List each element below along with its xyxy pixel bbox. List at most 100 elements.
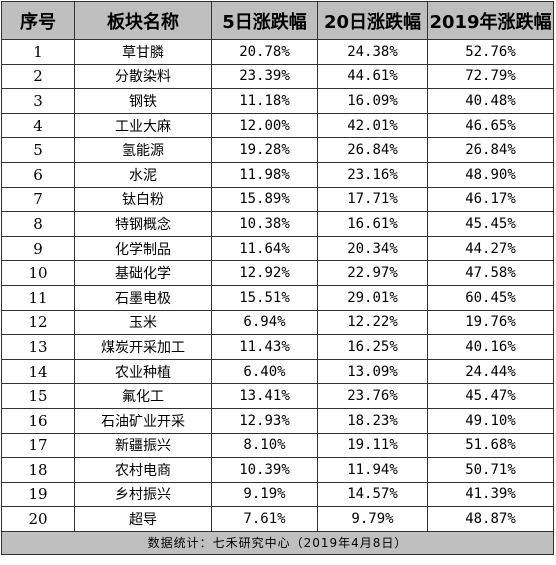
cell-20day-change: 44.61% (317, 63, 428, 90)
cell-seq: 12 (1, 309, 75, 336)
cell-20day-change: 23.16% (317, 161, 428, 188)
cell-5day-change: 15.89% (211, 186, 318, 213)
cell-2019-change: 24.44% (427, 358, 554, 385)
cell-20day-change: 12.22% (317, 309, 428, 336)
source-note: 数据统计：七禾研究中心（2019年4月8日） (1, 530, 554, 555)
cell-2019-change: 44.27% (427, 235, 554, 262)
table-container: 序号 板块名称 5日涨跌幅 20日涨跌幅 2019年涨跌幅 1 草甘膦 20.78%… (1, 1, 554, 555)
cell-2019-change: 19.76% (427, 309, 554, 336)
table-row: 11 石墨电极 15.51% 29.01% 60.45% (1, 284, 554, 311)
cell-5day-change: 12.92% (211, 260, 318, 286)
cell-2019-change: 48.87% (427, 506, 554, 532)
cell-2019-change: 45.45% (427, 211, 554, 237)
cell-seq: 1 (1, 39, 75, 65)
cell-sector-name: 分散染料 (74, 63, 212, 90)
header-2019-change: 2019年涨跌幅 (427, 1, 554, 40)
cell-sector-name: 石墨电极 (74, 284, 212, 311)
cell-5day-change: 23.39% (211, 63, 318, 90)
table-body: 1 草甘膦 20.78% 24.38% 52.76% 2 分散染料 23.39% 44.61% 7… (1, 39, 554, 532)
cell-2019-change: 52.76% (427, 39, 554, 65)
table-row: 3 钢铁 11.18% 16.09% 40.48% (1, 88, 554, 114)
table-row: 9 化学制品 11.64% 20.34% 44.27% (1, 235, 554, 262)
header-seq: 序号 (1, 1, 75, 40)
table-row: 13 煤炭开采加工 11.43% 16.25% 40.16% (1, 334, 554, 360)
table-row: 7 钛白粉 15.89% 17.71% 46.17% (1, 186, 554, 213)
cell-5day-change: 12.00% (211, 112, 318, 139)
cell-2019-change: 60.45% (427, 284, 554, 311)
cell-seq: 4 (1, 112, 75, 139)
cell-20day-change: 22.97% (317, 260, 428, 286)
cell-seq: 15 (1, 383, 75, 409)
cell-seq: 9 (1, 235, 75, 262)
cell-2019-change: 40.48% (427, 88, 554, 114)
cell-5day-change: 19.28% (211, 137, 318, 163)
cell-sector-name: 钢铁 (74, 88, 212, 114)
cell-sector-name: 新疆振兴 (74, 432, 212, 459)
cell-20day-change: 23.76% (317, 383, 428, 409)
cell-sector-name: 氟化工 (74, 383, 212, 409)
cell-5day-change: 8.10% (211, 432, 318, 459)
cell-20day-change: 24.38% (317, 39, 428, 65)
cell-2019-change: 48.90% (427, 161, 554, 188)
cell-20day-change: 17.71% (317, 186, 428, 213)
cell-sector-name: 工业大麻 (74, 112, 212, 139)
table-row: 14 农业种植 6.40% 13.09% 24.44% (1, 358, 554, 385)
cell-2019-change: 46.17% (427, 186, 554, 213)
cell-2019-change: 50.71% (427, 457, 554, 483)
cell-seq: 8 (1, 211, 75, 237)
cell-sector-name: 石油矿业开采 (74, 407, 212, 434)
header-sector-name: 板块名称 (74, 1, 212, 40)
cell-sector-name: 氢能源 (74, 137, 212, 163)
cell-seq: 3 (1, 88, 75, 114)
cell-20day-change: 26.84% (317, 137, 428, 163)
cell-2019-change: 72.79% (427, 63, 554, 90)
cell-20day-change: 18.23% (317, 407, 428, 434)
table-row: 15 氟化工 13.41% 23.76% 45.47% (1, 383, 554, 409)
cell-5day-change: 7.61% (211, 506, 318, 532)
table-row: 16 石油矿业开采 12.93% 18.23% 49.10% (1, 407, 554, 434)
cell-sector-name: 玉米 (74, 309, 212, 336)
table-row: 2 分散染料 23.39% 44.61% 72.79% (1, 63, 554, 90)
cell-5day-change: 11.43% (211, 334, 318, 360)
table-row: 10 基础化学 12.92% 22.97% 47.58% (1, 260, 554, 286)
header-20day-change: 20日涨跌幅 (317, 1, 428, 40)
cell-seq: 5 (1, 137, 75, 163)
table-row: 1 草甘膦 20.78% 24.38% 52.76% (1, 39, 554, 65)
header-5day-change: 5日涨跌幅 (211, 1, 318, 40)
table-row: 12 玉米 6.94% 12.22% 19.76% (1, 309, 554, 336)
cell-20day-change: 14.57% (317, 481, 428, 508)
cell-seq: 11 (1, 284, 75, 311)
cell-2019-change: 51.68% (427, 432, 554, 459)
cell-20day-change: 42.01% (317, 112, 428, 139)
cell-sector-name: 乡村振兴 (74, 481, 212, 508)
cell-2019-change: 26.84% (427, 137, 554, 163)
cell-sector-name: 草甘膦 (74, 39, 212, 65)
cell-20day-change: 9.79% (317, 506, 428, 532)
sector-change-table: 序号 板块名称 5日涨跌幅 20日涨跌幅 2019年涨跌幅 1 草甘膦 20.78%… (1, 1, 554, 555)
cell-5day-change: 10.38% (211, 211, 318, 237)
cell-5day-change: 6.40% (211, 358, 318, 385)
table-row: 5 氢能源 19.28% 26.84% 26.84% (1, 137, 554, 163)
cell-5day-change: 20.78% (211, 39, 318, 65)
cell-seq: 19 (1, 481, 75, 508)
cell-seq: 10 (1, 260, 75, 286)
cell-seq: 20 (1, 506, 75, 532)
header-row: 序号 板块名称 5日涨跌幅 20日涨跌幅 2019年涨跌幅 (1, 1, 554, 40)
cell-sector-name: 农业种植 (74, 358, 212, 385)
table-row: 8 特钢概念 10.38% 16.61% 45.45% (1, 211, 554, 237)
table-row: 19 乡村振兴 9.19% 14.57% 41.39% (1, 481, 554, 508)
table-row: 20 超导 7.61% 9.79% 48.87% (1, 506, 554, 532)
cell-5day-change: 13.41% (211, 383, 318, 409)
cell-seq: 13 (1, 334, 75, 360)
footer-row: 数据统计：七禾研究中心（2019年4月8日） (1, 530, 554, 555)
cell-2019-change: 41.39% (427, 481, 554, 508)
table-row: 17 新疆振兴 8.10% 19.11% 51.68% (1, 432, 554, 459)
cell-2019-change: 40.16% (427, 334, 554, 360)
cell-20day-change: 16.09% (317, 88, 428, 114)
cell-sector-name: 钛白粉 (74, 186, 212, 213)
cell-sector-name: 化学制品 (74, 235, 212, 262)
cell-2019-change: 47.58% (427, 260, 554, 286)
cell-5day-change: 12.93% (211, 407, 318, 434)
cell-20day-change: 19.11% (317, 432, 428, 459)
cell-sector-name: 煤炭开采加工 (74, 334, 212, 360)
